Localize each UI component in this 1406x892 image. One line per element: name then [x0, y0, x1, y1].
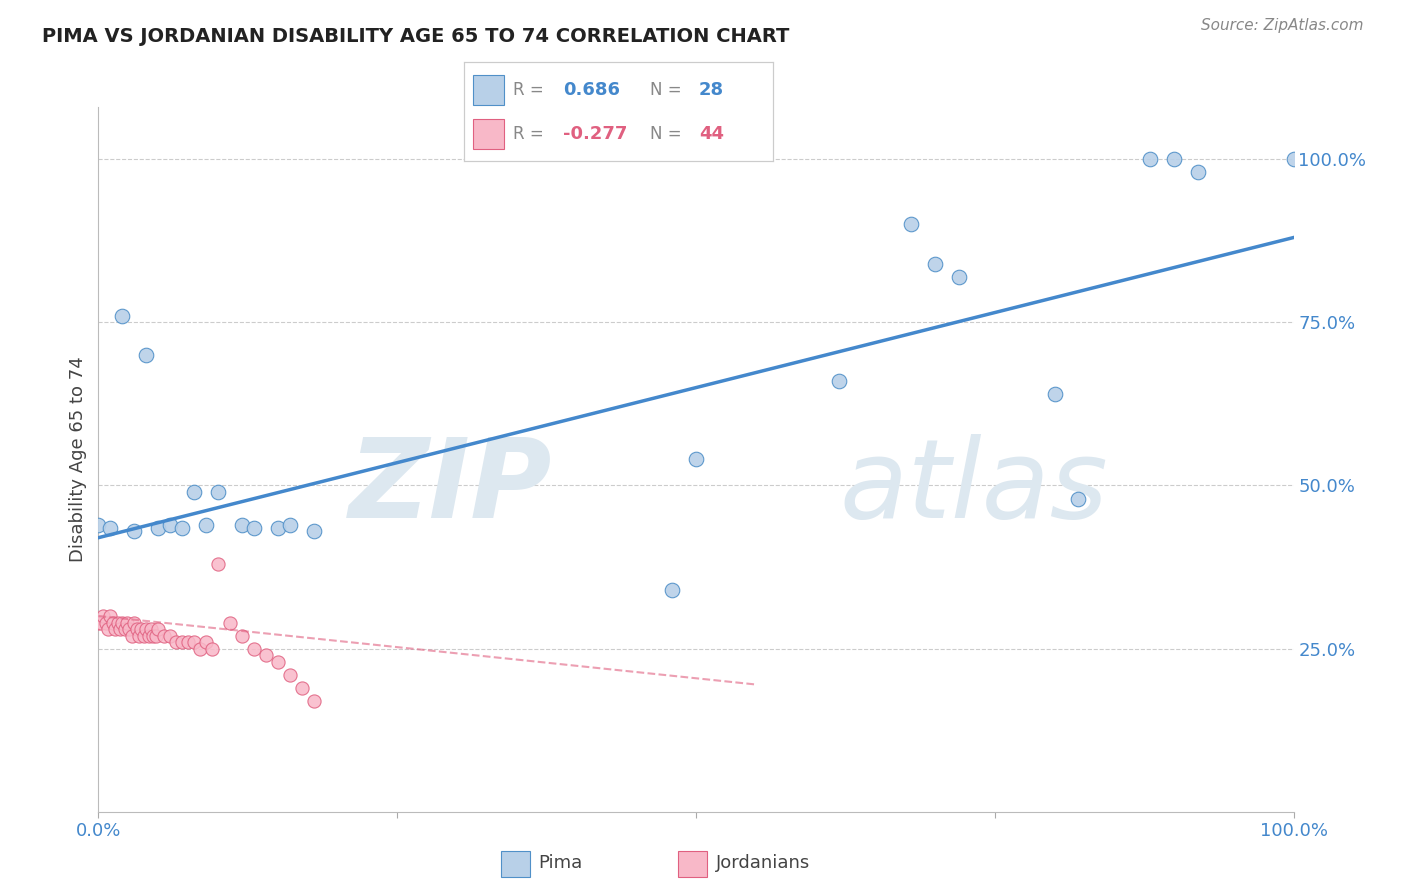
Text: atlas: atlas	[839, 434, 1108, 541]
Point	[125, 622, 148, 636]
Point	[107, 615, 129, 630]
Text: R =: R =	[513, 81, 550, 99]
Point	[101, 615, 124, 630]
Point	[828, 374, 851, 388]
Point	[138, 629, 160, 643]
Point	[1187, 165, 1209, 179]
Point	[924, 257, 946, 271]
Point	[159, 517, 181, 532]
Point	[267, 521, 290, 535]
Point	[98, 609, 122, 624]
Text: ZIP: ZIP	[349, 434, 553, 541]
Text: PIMA VS JORDANIAN DISABILITY AGE 65 TO 74 CORRELATION CHART: PIMA VS JORDANIAN DISABILITY AGE 65 TO 7…	[42, 27, 790, 45]
Point	[159, 629, 181, 643]
Point	[661, 582, 683, 597]
Bar	[678, 851, 707, 877]
Point	[1043, 387, 1066, 401]
Point	[219, 615, 242, 630]
Point	[91, 609, 114, 624]
Point	[87, 615, 110, 630]
Point	[172, 521, 194, 535]
Point	[207, 557, 229, 571]
Point	[183, 485, 205, 500]
Point	[111, 309, 134, 323]
Text: N =: N =	[650, 81, 686, 99]
Point	[231, 517, 253, 532]
Point	[121, 629, 143, 643]
Text: 28: 28	[699, 81, 724, 99]
Point	[94, 615, 117, 630]
Point	[948, 269, 970, 284]
Bar	[474, 75, 505, 104]
Point	[124, 524, 146, 538]
Point	[201, 641, 224, 656]
Text: R =: R =	[513, 125, 550, 143]
Point	[231, 629, 253, 643]
Point	[131, 622, 153, 636]
Point	[195, 517, 218, 532]
Point	[1139, 153, 1161, 167]
Point	[900, 218, 922, 232]
Point	[97, 622, 120, 636]
Text: Jordanians: Jordanians	[716, 854, 810, 872]
Point	[165, 635, 187, 649]
Point	[183, 635, 205, 649]
Point	[172, 635, 194, 649]
Point	[1067, 491, 1090, 506]
Point	[278, 667, 301, 681]
Point	[177, 635, 200, 649]
Point	[195, 635, 218, 649]
Bar	[501, 851, 530, 877]
Point	[685, 452, 707, 467]
Point	[139, 622, 162, 636]
Point	[135, 348, 157, 362]
Point	[114, 622, 136, 636]
Point	[132, 629, 155, 643]
Point	[115, 615, 138, 630]
Bar	[474, 120, 505, 149]
Point	[188, 641, 211, 656]
Text: Pima: Pima	[538, 854, 582, 872]
Point	[243, 521, 266, 535]
Point	[128, 629, 150, 643]
Point	[267, 655, 290, 669]
Point	[291, 681, 314, 695]
Point	[1282, 153, 1305, 167]
Point	[243, 641, 266, 656]
Point	[148, 521, 170, 535]
Point	[148, 622, 170, 636]
Point	[104, 622, 127, 636]
Point	[111, 615, 134, 630]
Point	[124, 615, 146, 630]
Point	[302, 694, 325, 708]
Point	[207, 485, 229, 500]
Text: N =: N =	[650, 125, 686, 143]
Y-axis label: Disability Age 65 to 74: Disability Age 65 to 74	[69, 357, 87, 562]
Point	[142, 629, 165, 643]
Text: -0.277: -0.277	[562, 125, 627, 143]
Text: 0.686: 0.686	[562, 81, 620, 99]
Point	[278, 517, 301, 532]
Point	[87, 517, 110, 532]
Point	[98, 521, 122, 535]
Point	[135, 622, 157, 636]
Point	[108, 622, 131, 636]
Text: Source: ZipAtlas.com: Source: ZipAtlas.com	[1201, 18, 1364, 33]
Point	[90, 615, 112, 630]
Point	[1163, 153, 1185, 167]
Point	[145, 629, 167, 643]
Point	[153, 629, 176, 643]
Point	[302, 524, 325, 538]
Text: 44: 44	[699, 125, 724, 143]
Point	[254, 648, 277, 662]
Point	[118, 622, 141, 636]
